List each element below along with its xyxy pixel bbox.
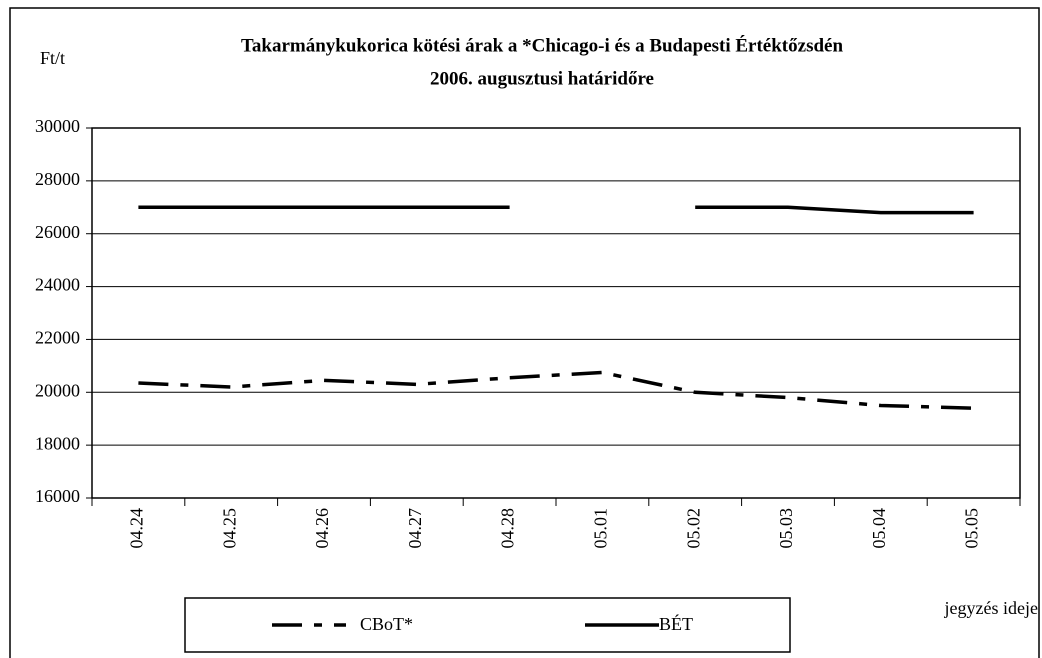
- y-tick-label: 28000: [35, 169, 80, 189]
- x-tick-label: 04.28: [498, 508, 518, 549]
- x-tick-label: 05.03: [776, 508, 796, 549]
- x-tick-label: 05.05: [962, 508, 982, 549]
- x-tick-label: 04.27: [405, 508, 425, 549]
- y-axis-label: Ft/t: [40, 48, 65, 68]
- y-tick-label: 30000: [35, 116, 80, 136]
- plot-area: [91, 127, 1021, 499]
- x-tick-label: 04.24: [127, 508, 147, 549]
- frame: [9, 7, 1040, 658]
- x-tick-label: 04.25: [219, 508, 239, 549]
- y-tick-label: 18000: [35, 433, 80, 453]
- legend-label: CBoT*: [360, 614, 413, 634]
- y-tick-label: 20000: [35, 380, 80, 400]
- y-tick-label: 26000: [35, 222, 80, 242]
- chart-title: 2006. augusztusi határidőre: [430, 68, 654, 89]
- x-axis-label: jegyzés ideje: [944, 598, 1038, 618]
- x-tick-label: 05.01: [591, 508, 611, 549]
- x-tick-label: 05.02: [683, 508, 703, 549]
- x-tick-label: 04.26: [312, 508, 332, 549]
- y-tick-label: 22000: [35, 328, 80, 348]
- series-line: [138, 205, 974, 215]
- series-line: [138, 370, 974, 410]
- y-tick-label: 24000: [35, 275, 80, 295]
- chart-title: Takarmánykukorica kötési árak a *Chicago…: [241, 34, 843, 56]
- y-tick-label: 16000: [35, 486, 80, 506]
- x-tick-label: 05.04: [869, 508, 889, 549]
- legend-label: BÉT: [659, 613, 693, 634]
